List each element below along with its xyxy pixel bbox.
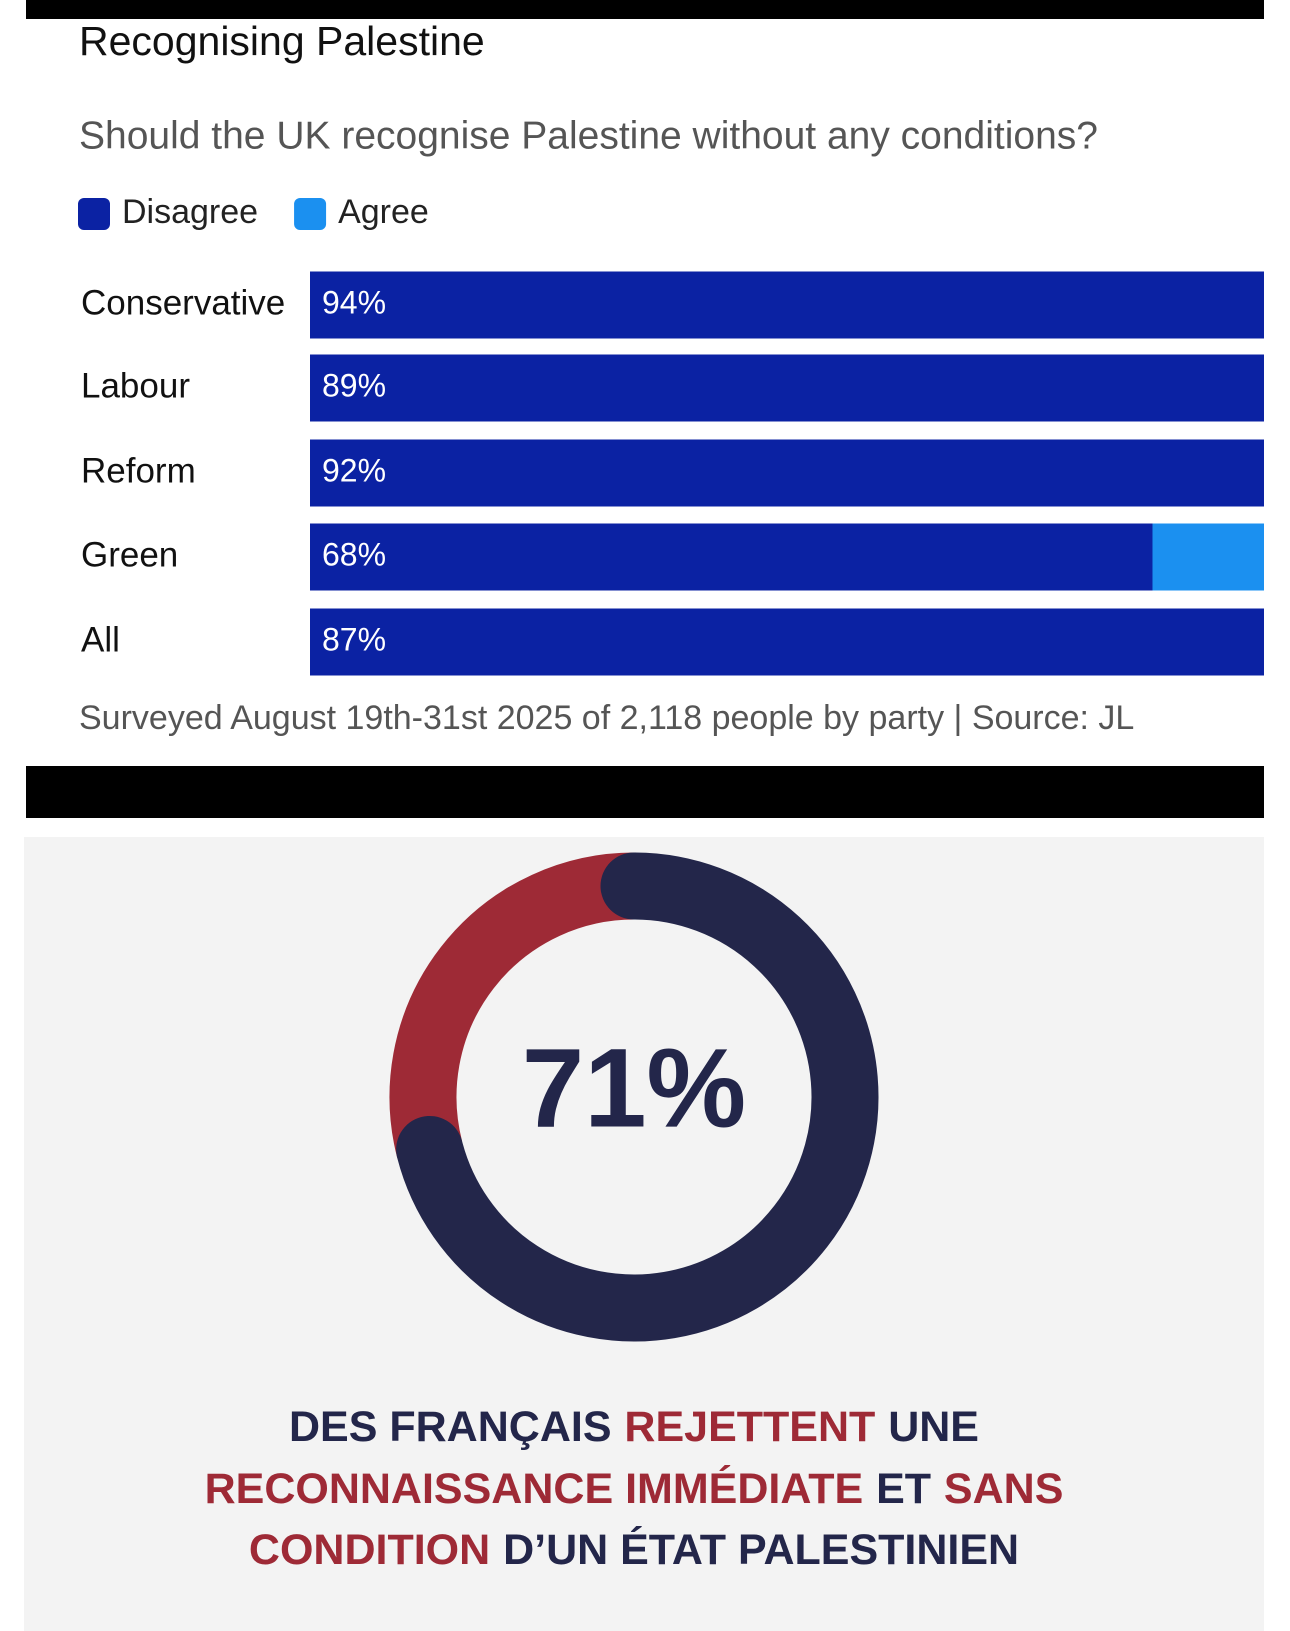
caption-segment: REJETTENT xyxy=(624,1403,875,1451)
category-label: Green xyxy=(81,535,178,574)
caption-segment: SANS xyxy=(944,1465,1063,1513)
bar-segment xyxy=(310,271,1264,339)
bar-segment xyxy=(310,439,1264,507)
data-label: 87% xyxy=(322,621,386,657)
donut-segment xyxy=(389,852,635,1158)
caption-segment: DES FRANÇAIS xyxy=(289,1403,612,1451)
legend-label: Disagree xyxy=(122,193,258,231)
category-label: All xyxy=(81,620,120,659)
legend-label: Agree xyxy=(338,193,429,231)
legend-swatch xyxy=(78,198,110,230)
caption-line: RECONNAISSANCE IMMÉDIATE ET SANS xyxy=(205,1465,1064,1513)
donut-chart: 71% DES FRANÇAIS REJETTENT UNE RECONNAISSANC… xyxy=(205,852,1064,1574)
bar-chart: Disagree Agree Conservative 94% Labour 89% Ref… xyxy=(78,193,1264,676)
category-label: Conservative xyxy=(81,283,285,322)
chart-title: Recognising Palestine xyxy=(79,18,485,64)
bar-segment xyxy=(310,608,1264,676)
bar-segment xyxy=(310,354,1264,422)
caption-segment: ET xyxy=(876,1465,931,1513)
caption-segment: UNE xyxy=(888,1403,979,1451)
category-label: Labour xyxy=(81,366,190,405)
data-label: 89% xyxy=(322,367,386,403)
donut-segment xyxy=(396,852,879,1342)
data-label: 68% xyxy=(322,536,386,572)
chart-subtitle: Should the UK recognise Palestine withou… xyxy=(79,114,1098,157)
caption-line: DES FRANÇAIS REJETTENT UNE xyxy=(289,1403,979,1451)
category-label: Reform xyxy=(81,451,196,490)
bar-segment xyxy=(310,523,1153,591)
caption-line: CONDITION D’UN ÉTAT PALESTINIEN xyxy=(249,1526,1019,1574)
bar-segment xyxy=(1152,523,1264,591)
chart-note: Surveyed August 19th-31st 2025 of 2,118 … xyxy=(79,699,1134,737)
legend-swatch xyxy=(294,198,327,230)
caption-segment: RECONNAISSANCE IMMÉDIATE xyxy=(205,1465,864,1513)
caption-segment: D’UN ÉTAT PALESTINIEN xyxy=(503,1526,1019,1574)
caption-segment: CONDITION xyxy=(249,1526,490,1574)
data-label: 92% xyxy=(322,452,386,488)
top-band xyxy=(26,0,1264,19)
center-label: 71% xyxy=(522,1026,746,1151)
data-label: 94% xyxy=(322,284,386,320)
middle-band xyxy=(26,766,1264,818)
lower-panel xyxy=(24,837,1264,1631)
